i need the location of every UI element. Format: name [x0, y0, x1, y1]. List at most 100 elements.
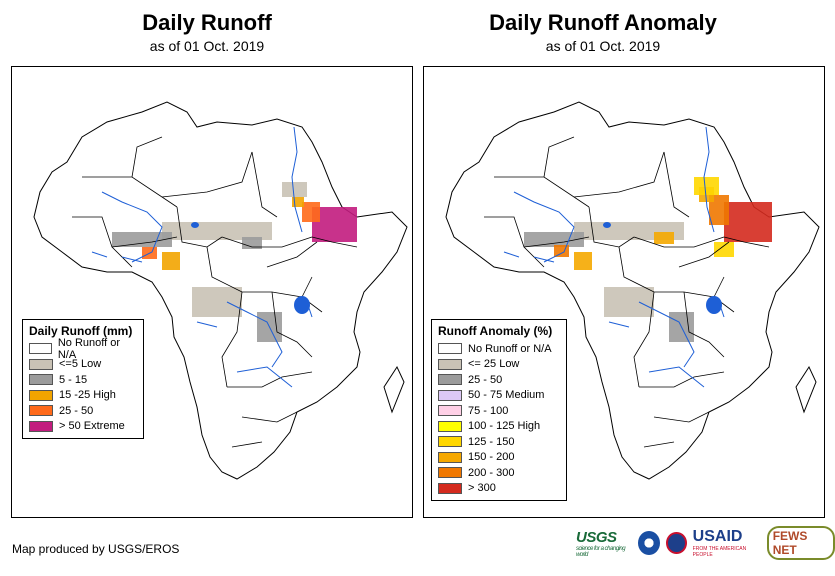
river [703, 126, 715, 233]
legend-label: 50 - 75 Medium [468, 389, 545, 402]
legend-item: 5 - 15 [29, 372, 137, 388]
legend-item: 15 -25 High [29, 388, 137, 404]
legend-item: 25 - 50 [29, 403, 137, 419]
right-map-panel[interactable]: Runoff Anomaly (%) No Runoff or N/A <= 25… [423, 66, 825, 518]
river [101, 191, 163, 263]
legend-swatch [438, 482, 462, 494]
legend-item: 125 - 150 [438, 434, 560, 450]
runoff-patch [724, 202, 772, 242]
country-border [131, 136, 163, 178]
madagascar [383, 365, 405, 414]
legend-label: 15 -25 High [59, 389, 116, 402]
legend-swatch [438, 405, 462, 417]
country-border [221, 291, 243, 388]
madagascar [795, 365, 817, 414]
country-border [271, 291, 313, 358]
lake-victoria [294, 296, 310, 314]
legend-swatch [438, 436, 462, 448]
legend-label: > 50 Extreme [59, 420, 125, 433]
river [226, 301, 283, 368]
noaa-logo [638, 531, 661, 555]
left-legend-title: Daily Runoff (mm) [29, 324, 133, 338]
country-border [82, 176, 178, 208]
right-legend-title: Runoff Anomaly (%) [438, 324, 553, 338]
fews-net-logo: FEWS NET [766, 526, 835, 560]
country-border [643, 441, 675, 448]
country-border [573, 151, 665, 198]
legend-label: No Runoff or N/A [468, 342, 552, 355]
legend-label: 200 - 300 [468, 466, 515, 479]
legend-swatch [438, 374, 462, 386]
legend-swatch [29, 374, 53, 386]
country-border [206, 246, 272, 293]
legend-item: 50 - 75 Medium [438, 388, 560, 404]
river [648, 366, 705, 388]
legend-swatch [29, 420, 53, 432]
country-border [713, 276, 725, 298]
river [513, 191, 575, 263]
runoff-patch [524, 232, 584, 247]
runoff-patch [242, 237, 262, 249]
lake-chad [603, 222, 611, 228]
runoff-patch [714, 242, 734, 257]
runoff-patch [162, 252, 180, 270]
right-africa-outline [445, 101, 820, 480]
country-border [633, 236, 725, 248]
river [608, 321, 630, 328]
usgs-logo: USGS science for a changing world [576, 528, 626, 558]
left-map-subtitle: as of 01 Oct. 2019 [149, 38, 265, 54]
legend-label: 25 - 50 [59, 404, 94, 417]
river [236, 366, 293, 388]
river [291, 126, 303, 233]
legend-label: > 300 [468, 482, 496, 495]
legend-swatch [29, 405, 53, 417]
right-legend-items: No Runoff or N/A <= 25 Low 25 - 50 50 - 75 … [438, 341, 560, 496]
left-africa-map [33, 101, 408, 480]
runoff-patch [162, 222, 272, 240]
country-border [543, 136, 575, 178]
legend-label: No Runoff or N/A [57, 336, 121, 361]
country-border [523, 236, 590, 248]
country-border [266, 241, 318, 268]
legend-label: 100 - 125 High [468, 420, 541, 433]
country-border [251, 151, 278, 218]
legend-item: No Runoff or N/A [438, 341, 560, 357]
country-border [494, 176, 590, 208]
legend-item: 200 - 300 [438, 465, 560, 481]
country-border [633, 291, 655, 388]
right-map-subtitle: as of 01 Oct. 2019 [545, 38, 661, 54]
left-map-panel[interactable]: Daily Runoff (mm) No Runoff or N/A <=5 Lo… [11, 66, 413, 518]
legend-swatch [438, 467, 462, 479]
country-border [227, 371, 313, 388]
legend-label: 150 - 200 [468, 451, 515, 464]
left-africa-outline [33, 101, 408, 480]
legend-label: 125 - 150 [468, 435, 515, 448]
legend-item: <= 25 Low [438, 357, 560, 373]
river [638, 301, 695, 368]
legend-label: 75 - 100 [468, 404, 509, 417]
legend-swatch [438, 358, 462, 370]
country-border [678, 241, 730, 268]
legend-swatch [438, 420, 462, 432]
country-border [111, 236, 178, 248]
runoff-patch [112, 232, 172, 247]
river [196, 321, 218, 328]
legend-swatch [29, 343, 52, 355]
usaid-logo: USAID FROM THE AMERICAN PEOPLE [692, 528, 747, 558]
runoff-patch [694, 177, 719, 195]
left-map-title: Daily Runoff [142, 10, 272, 35]
left-legend-items: No Runoff or N/A <=5 Low 5 - 15 15 -25 High… [29, 337, 137, 434]
runoff-patch [709, 195, 729, 225]
country-border [723, 236, 770, 248]
runoff-patch [654, 232, 674, 244]
legend-item: 100 - 125 High [438, 419, 560, 435]
legend-item: No Runoff or N/A [29, 337, 137, 361]
country-border [311, 236, 358, 248]
runoff-patch [604, 287, 654, 317]
usaid-seal-icon [666, 532, 687, 554]
footer-credit: Map produced by USGS/EROS [12, 542, 180, 556]
river [121, 256, 143, 263]
legend-swatch [29, 358, 53, 370]
left-legend: Daily Runoff (mm) No Runoff or N/A <=5 Lo… [22, 319, 144, 439]
runoff-patch [292, 197, 304, 207]
